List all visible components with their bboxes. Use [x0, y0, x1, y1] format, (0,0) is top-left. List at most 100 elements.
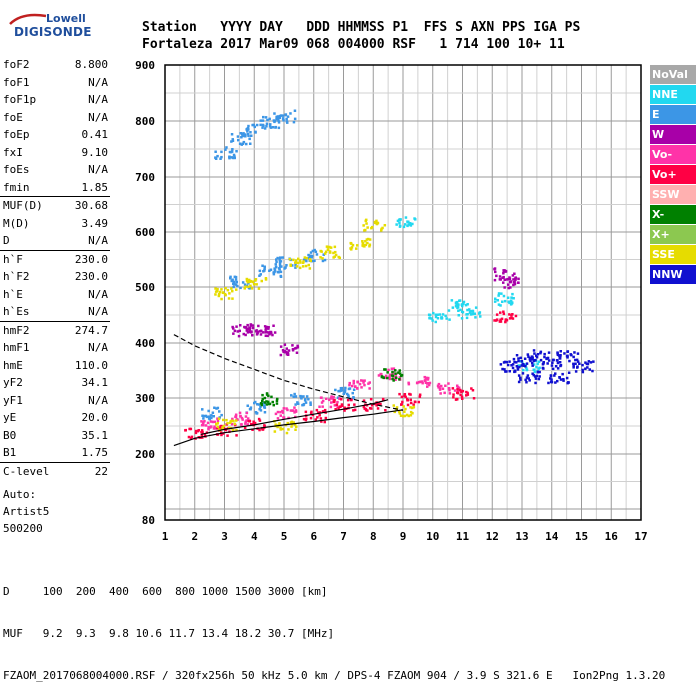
echo-pixel: [394, 378, 397, 381]
x-tick-label: 7: [340, 530, 347, 543]
echo-pixel: [572, 362, 575, 366]
echo-pixel: [302, 402, 306, 406]
echo-pixel: [279, 260, 283, 263]
echo-pixel: [591, 369, 594, 373]
echo-pixel: [267, 400, 270, 404]
echo-pixel: [452, 393, 455, 396]
echo-pixel: [261, 123, 265, 127]
echo-pixel: [233, 422, 237, 426]
echo-pixel: [550, 378, 553, 381]
echo-pixel: [408, 222, 412, 225]
param-row: fmin 1.85: [0, 179, 110, 197]
echo-pixel: [285, 353, 289, 356]
echo-pixel: [532, 373, 535, 377]
echo-pixel: [258, 419, 262, 422]
echo-pixel: [245, 277, 249, 281]
echo-pixel: [581, 368, 584, 372]
echo-pixel: [363, 407, 366, 410]
param-row: yF1 N/A: [0, 392, 110, 410]
echo-pixel: [232, 332, 235, 335]
echo-pixel: [518, 365, 521, 369]
echo-pixel: [239, 132, 242, 135]
echo-pixel: [500, 292, 503, 295]
echo-point: [517, 370, 541, 385]
echo-pixel: [242, 132, 245, 135]
echo-pixel: [229, 277, 232, 280]
echo-pixel: [231, 297, 234, 300]
echo-pixel: [493, 300, 497, 303]
echo-pixel: [328, 245, 331, 249]
echo-pixel: [473, 312, 476, 315]
echo-pixel: [332, 251, 335, 255]
echo-pixel: [277, 126, 281, 130]
echo-pixel: [366, 241, 369, 245]
echo-pixel: [339, 405, 342, 408]
echo-pixel: [248, 328, 251, 331]
echo-point: [259, 115, 281, 130]
echo-pixel: [497, 294, 500, 297]
echo-pixel: [225, 418, 228, 422]
echo-pixel: [207, 426, 210, 429]
echo-pixel: [238, 411, 242, 415]
echo-pixel: [576, 360, 580, 363]
echo-pixel: [511, 274, 515, 277]
echo-pixel: [285, 347, 288, 350]
echo-pixel: [240, 143, 243, 146]
echo-pixel: [348, 383, 351, 387]
echo-pixel: [251, 280, 254, 284]
echo-point: [436, 382, 461, 395]
echo-pixel: [283, 267, 286, 270]
echo-pixel: [445, 317, 448, 320]
echo-pixel: [351, 391, 354, 395]
echo-pixel: [535, 356, 539, 359]
echo-pixel: [588, 368, 591, 371]
echo-point: [334, 386, 356, 401]
profile-curve: [173, 334, 404, 411]
echo-pixel: [245, 329, 249, 332]
echo-pixel: [513, 360, 516, 364]
echo-pixel: [584, 361, 587, 364]
echo-pixel: [279, 345, 283, 348]
echo-pixel: [274, 126, 277, 129]
echo-pixel: [460, 317, 464, 320]
echo-pixel: [293, 392, 296, 396]
echo-point: [499, 359, 523, 374]
echo-pixel: [478, 311, 482, 314]
echo-pixel: [286, 115, 290, 118]
echo-pixel: [451, 306, 455, 309]
echo-point: [201, 406, 223, 421]
x-tick-label: 8: [370, 530, 377, 543]
echo-pixel: [457, 309, 460, 312]
echo-pixel: [537, 377, 541, 381]
legend-item: E: [650, 105, 696, 124]
echo-pixel: [329, 405, 333, 409]
echo-pixel: [462, 302, 465, 306]
param-label: h`F: [3, 252, 23, 266]
echo-pixel: [534, 381, 537, 385]
echo-pixel: [261, 126, 264, 129]
echo-pixel: [362, 224, 365, 227]
echo-pixel: [447, 382, 450, 385]
legend-item: NNE: [650, 85, 696, 104]
echo-pixel: [302, 260, 305, 263]
echo-pixel: [460, 390, 463, 394]
echo-pixel: [201, 414, 204, 417]
echo-pixel: [231, 417, 234, 421]
echo-pixel: [187, 435, 191, 439]
echo-pixel: [263, 396, 267, 400]
echo-pixel: [281, 117, 285, 120]
echo-pixel: [188, 427, 191, 431]
echo-pixel: [332, 256, 335, 259]
echo-pixel: [533, 352, 536, 355]
param-label: C-level: [3, 464, 50, 478]
echo-pixel: [292, 120, 296, 124]
echo-pixel: [526, 353, 530, 356]
echo-pixel: [317, 411, 320, 414]
echo-point: [302, 248, 327, 263]
echo-pixel: [231, 289, 234, 293]
echo-pixel: [333, 245, 337, 249]
param-value: N/A: [88, 393, 108, 407]
echo-pixel: [352, 382, 355, 385]
echo-pixel: [261, 399, 264, 403]
echo-pixel: [461, 397, 464, 400]
